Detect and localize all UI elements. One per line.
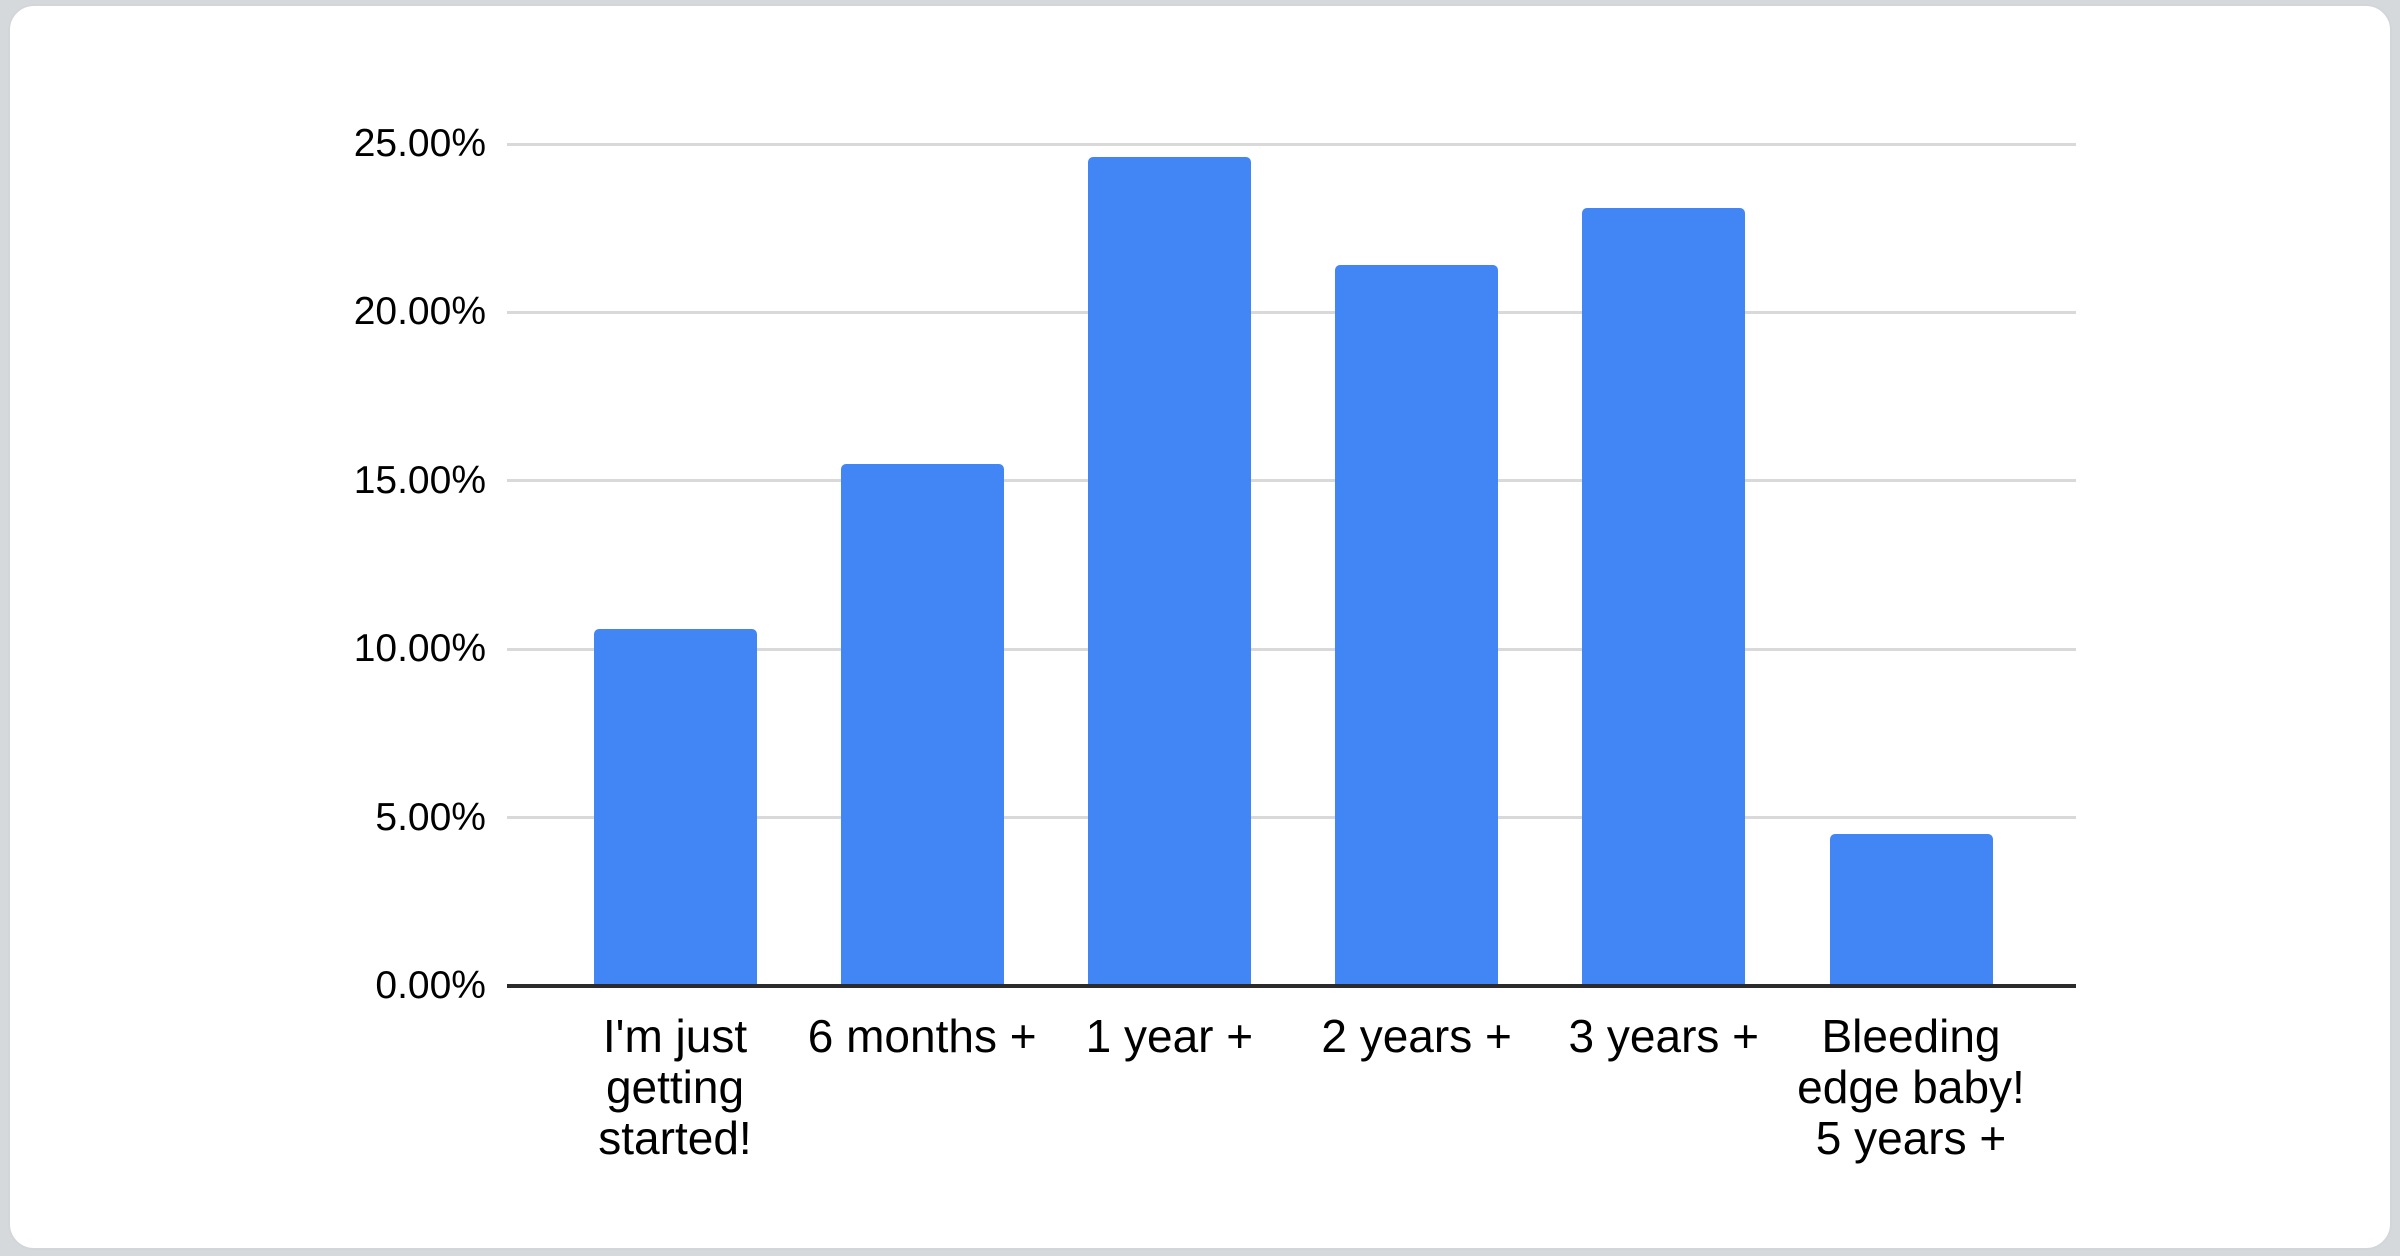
x-axis-label: 6 months + bbox=[807, 1010, 1037, 1062]
bar-chart: 25.00% 20.00% 15.00% 10.00% 5.00% 0.00% I'm ju… bbox=[10, 6, 2390, 1248]
bar bbox=[840, 463, 1004, 986]
bar bbox=[1582, 207, 1746, 986]
y-axis-label: 15.00% bbox=[353, 458, 486, 502]
bar bbox=[593, 628, 757, 986]
y-axis-label: 0.00% bbox=[375, 964, 486, 1007]
gridline bbox=[507, 479, 2076, 483]
chart-card: 25.00% 20.00% 15.00% 10.00% 5.00% 0.00% I'm ju… bbox=[8, 4, 2392, 1250]
x-axis-label: I'm just getting started! bbox=[598, 1010, 752, 1164]
y-axis-label: 5.00% bbox=[375, 795, 486, 839]
x-axis-line bbox=[507, 984, 2076, 988]
y-axis-label: 25.00% bbox=[353, 122, 486, 165]
bar bbox=[1087, 157, 1251, 986]
x-axis-label: 1 year + bbox=[1085, 1010, 1254, 1062]
bar bbox=[1335, 265, 1499, 986]
x-axis-label: 3 years + bbox=[1568, 1010, 1760, 1062]
bar bbox=[1829, 834, 1993, 986]
y-axis-label: 20.00% bbox=[353, 290, 486, 334]
gridline bbox=[507, 816, 2076, 820]
gridline bbox=[507, 310, 2076, 314]
gridline bbox=[507, 647, 2076, 651]
x-axis-label: 2 years + bbox=[1321, 1010, 1512, 1062]
y-axis-label: 10.00% bbox=[353, 627, 486, 671]
x-axis-label: Bleeding edge baby! 5 years + bbox=[1797, 1010, 2025, 1164]
gridline bbox=[507, 142, 2076, 146]
